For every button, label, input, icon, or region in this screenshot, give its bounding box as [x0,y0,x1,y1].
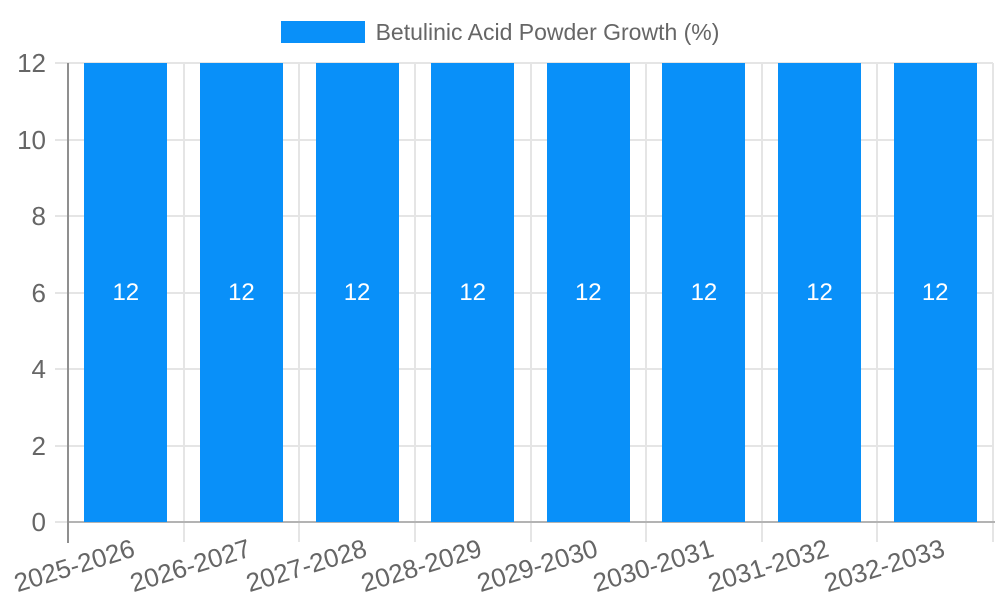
bar [778,63,862,522]
x-axis-tick [992,522,994,542]
v-gridline [298,63,301,522]
y-tick-label: 0 [31,507,46,537]
bar [199,63,283,522]
y-axis-tick [55,215,68,217]
bar-value-label: 12 [459,278,487,306]
v-gridline [992,63,994,522]
y-axis-tick [55,291,68,294]
y-tick-label: 12 [17,48,46,78]
x-axis-tick [876,522,879,542]
x-tick-label: 2026-2027 [126,533,255,599]
x-axis-tick [182,522,185,542]
y-axis-tick [55,444,68,447]
bar [84,63,168,522]
x-tick-label: 2025-2026 [10,533,139,599]
bar-value-label: 12 [690,278,718,306]
y-axis-tick [55,62,68,64]
bar-value-label: 12 [921,278,949,306]
v-gridline [876,63,879,522]
bar-value-label: 12 [574,278,602,306]
y-tick-label: 6 [31,277,46,308]
x-axis-line [68,521,995,523]
y-tick-label: 4 [31,354,46,384]
bar [431,63,515,522]
x-axis-tick [413,522,416,542]
y-tick-label: 2 [31,430,46,461]
x-axis-tick [645,522,648,542]
y-tick-label: 10 [17,124,46,155]
legend[interactable]: Betulinic Acid Powder Growth (%) [0,18,1000,46]
x-tick-label: 2028-2029 [357,533,486,599]
x-tick-label: 2032-2033 [820,533,948,599]
x-axis-tick [760,522,763,542]
v-gridline [760,63,763,522]
bar [315,63,399,522]
v-gridline [413,63,416,522]
v-gridline [529,63,532,522]
v-gridline [645,63,648,522]
x-axis-tick [529,522,532,542]
v-gridline [182,63,185,522]
x-axis-tick [298,522,301,542]
bar-value-label: 12 [343,278,371,306]
bar [893,63,977,522]
bar-value-label: 12 [112,278,140,306]
x-tick-label: 2030-2031 [589,533,717,599]
bar [546,63,630,522]
y-axis-line [67,63,69,543]
legend-label: Betulinic Acid Powder Growth (%) [375,19,720,45]
y-axis-tick [55,138,68,141]
legend-swatch [280,21,365,43]
x-tick-label: 2029-2030 [473,533,602,599]
x-tick-label: 2031-2032 [704,533,833,599]
bar [662,63,746,522]
bar-value-label: 12 [806,278,833,306]
y-axis-tick [55,521,68,523]
y-axis-tick [55,368,68,370]
bar-value-label: 12 [228,278,255,306]
x-tick-label: 2027-2028 [242,533,370,599]
y-tick-label: 8 [31,201,46,231]
